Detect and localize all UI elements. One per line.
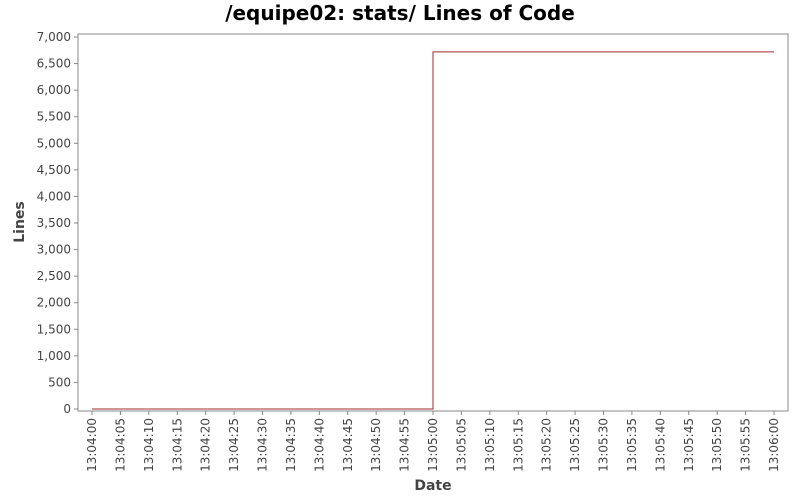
y-tick-label: 500 (48, 375, 71, 389)
x-tick-label: 13:05:20 (540, 418, 554, 472)
x-tick-label: 13:04:45 (341, 418, 355, 472)
x-axis: 13:04:00 13:04:05 13:04:10 13:04:15 13:04:20… (85, 411, 781, 472)
y-tick-label: 2,500 (37, 269, 71, 283)
x-tick-label: 13:05:50 (710, 418, 724, 472)
y-tick-label: 3,500 (37, 216, 71, 230)
chart-title: /equipe02: stats/ Lines of Code (225, 1, 575, 25)
x-tick-label: 13:05:30 (597, 418, 611, 472)
x-tick-label: 13:05:05 (454, 418, 468, 472)
x-tick-label: 13:04:10 (142, 418, 156, 472)
x-tick-label: 13:05:45 (682, 418, 696, 472)
y-tick-label: 1,500 (37, 322, 71, 336)
x-tick-label: 13:04:40 (312, 418, 326, 472)
y-tick-label: 3,000 (37, 243, 71, 257)
x-tick-label: 13:04:20 (199, 418, 213, 472)
x-tick-label: 13:05:15 (511, 418, 525, 472)
x-tick-label: 13:04:05 (113, 418, 127, 472)
x-tick-label: 13:05:55 (739, 418, 753, 472)
x-tick-label: 13:05:40 (653, 418, 667, 472)
x-tick-label: 13:06:00 (767, 418, 781, 472)
x-tick-label: 13:05:35 (625, 418, 639, 472)
y-tick-label: 2,000 (37, 296, 71, 310)
y-axis: 0 500 1,000 1,500 2,000 2,500 3,000 3,500 4,000 4… (37, 30, 78, 416)
x-tick-label: 13:05:10 (483, 418, 497, 472)
x-tick-label: 13:04:55 (398, 418, 412, 472)
y-tick-label: 6,000 (37, 83, 71, 97)
x-tick-label: 13:04:25 (227, 418, 241, 472)
y-axis-label: Lines (12, 201, 28, 243)
y-tick-label: 5,000 (37, 136, 71, 150)
y-tick-label: 0 (63, 402, 71, 416)
y-tick-label: 4,000 (37, 189, 71, 203)
series-line (92, 51, 774, 410)
x-tick-label: 13:04:35 (284, 418, 298, 472)
x-tick-label: 13:05:25 (568, 418, 582, 472)
x-tick-label: 13:04:50 (369, 418, 383, 472)
x-tick-label: 13:04:15 (170, 418, 184, 472)
y-tick-label: 1,000 (37, 349, 71, 363)
x-tick-label: 13:05:00 (426, 418, 440, 472)
y-tick-label: 4,500 (37, 163, 71, 177)
y-tick-label: 6,500 (37, 57, 71, 71)
x-tick-label: 13:04:00 (85, 418, 99, 472)
y-tick-label: 5,500 (37, 110, 71, 124)
x-axis-label: Date (414, 478, 451, 494)
x-tick-label: 13:04:30 (256, 418, 270, 472)
series-layer (92, 51, 774, 410)
y-tick-label: 7,000 (37, 30, 71, 44)
